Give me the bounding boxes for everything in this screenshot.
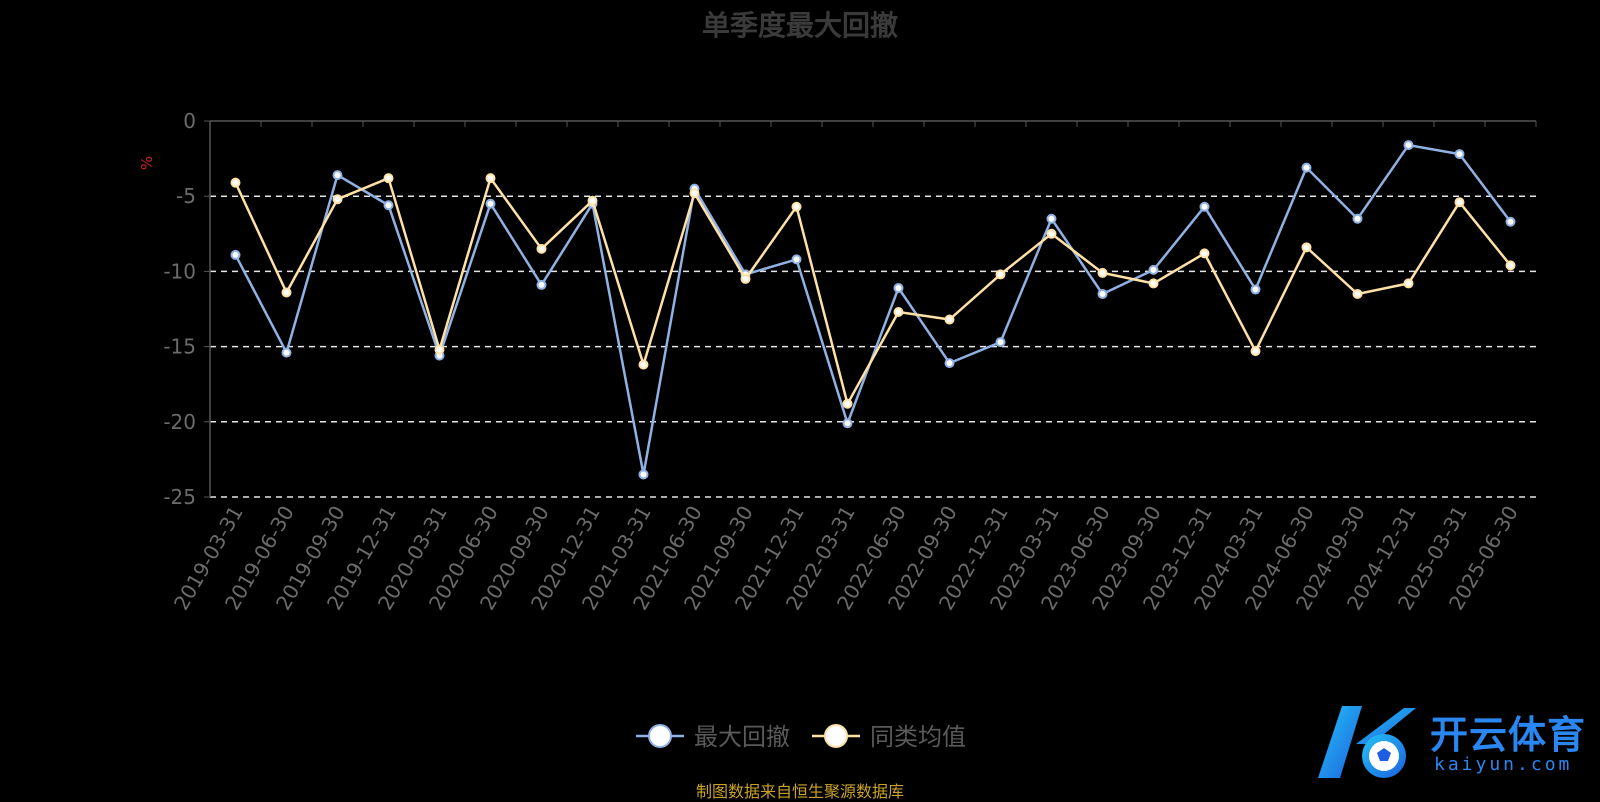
data-point [230, 249, 241, 260]
legend-layer: 最大回撤 同类均值 [636, 723, 966, 751]
data-point [1046, 228, 1057, 239]
data-point [1352, 288, 1363, 299]
data-point [332, 194, 343, 205]
data-point [791, 201, 802, 212]
series-layer [230, 140, 1516, 480]
data-point [1505, 260, 1516, 271]
data-point [638, 469, 649, 480]
legend-marker [824, 724, 848, 748]
y-tick-label: -5 [176, 184, 196, 208]
y-tick-label: -20 [163, 410, 196, 434]
data-point [689, 188, 700, 199]
data-point [1301, 242, 1312, 253]
data-point [281, 287, 292, 298]
data-point [230, 177, 241, 188]
data-point [893, 282, 904, 293]
chart-title: 单季度最大回撤 [701, 9, 898, 42]
data-point [995, 269, 1006, 280]
data-point [1250, 346, 1261, 357]
y-tick-label: -10 [163, 259, 196, 283]
data-point [740, 273, 751, 284]
data-point [485, 173, 496, 184]
data-point [587, 195, 598, 206]
legend-label: 同类均值 [870, 723, 966, 751]
data-point [1097, 288, 1108, 299]
legend-label: 最大回撤 [694, 723, 790, 751]
data-point [281, 347, 292, 358]
data-point [536, 279, 547, 290]
data-point [1148, 264, 1159, 275]
data-point [383, 200, 394, 211]
data-point [1454, 197, 1465, 208]
data-point [842, 398, 853, 409]
watermark-text-cn: 开云体育 [1430, 713, 1587, 757]
data-point [1301, 162, 1312, 173]
y-tick-label: 0 [183, 109, 196, 133]
data-point [1250, 284, 1261, 295]
data-point [434, 344, 445, 355]
data-point [332, 170, 343, 181]
data-point [995, 337, 1006, 348]
data-point [1352, 213, 1363, 224]
data-point [638, 359, 649, 370]
data-point [1454, 149, 1465, 160]
data-point [1097, 267, 1108, 278]
data-point [791, 254, 802, 265]
data-point [1505, 216, 1516, 227]
data-point [944, 358, 955, 369]
y-tick-label: -25 [163, 485, 196, 509]
kaiyun-logo-icon [1318, 706, 1416, 778]
y-axis-label: % [138, 156, 156, 170]
watermark-logo: 开云体育 kaiyun.com [1312, 700, 1592, 784]
data-point [536, 243, 547, 254]
source-note: 制图数据来自恒生聚源数据库 [695, 782, 904, 801]
data-point [1403, 278, 1414, 289]
data-point [944, 314, 955, 325]
y-tick-label: -15 [163, 335, 196, 359]
watermark-text-en: kaiyun.com [1434, 754, 1573, 775]
data-point [1046, 213, 1057, 224]
data-point [1403, 140, 1414, 151]
data-point [893, 307, 904, 318]
data-point [485, 198, 496, 209]
data-point [383, 173, 394, 184]
data-point [1199, 248, 1210, 259]
series-line [234, 176, 1512, 406]
data-point [1199, 201, 1210, 212]
data-point [842, 418, 853, 429]
grid-layer [210, 195, 1536, 498]
data-point [1148, 278, 1159, 289]
legend-marker [648, 724, 672, 748]
